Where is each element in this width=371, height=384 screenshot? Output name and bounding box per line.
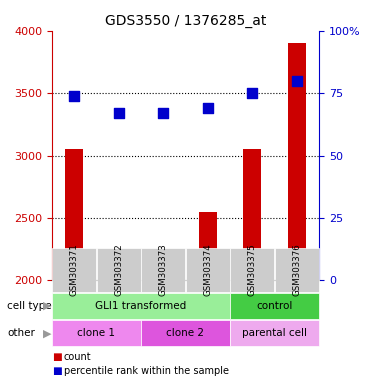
Text: ▶: ▶ (43, 301, 51, 311)
Bar (243, 149, 261, 280)
Text: ■: ■ (52, 352, 62, 362)
Bar (288, 43, 306, 280)
Point (294, 78, 300, 84)
Bar (154, 262, 172, 280)
Text: clone 2: clone 2 (167, 328, 204, 338)
Point (160, 110, 166, 116)
Point (116, 110, 122, 116)
Text: GSM303372: GSM303372 (114, 243, 123, 296)
Text: GSM303375: GSM303375 (248, 243, 257, 296)
Text: GSM303371: GSM303371 (70, 243, 79, 296)
Title: GDS3550 / 1376285_at: GDS3550 / 1376285_at (105, 14, 266, 28)
Text: ▶: ▶ (43, 328, 51, 338)
Text: clone 1: clone 1 (78, 328, 115, 338)
Text: other: other (7, 328, 35, 338)
Bar (65, 149, 83, 280)
Point (71, 93, 77, 99)
Text: GSM303376: GSM303376 (292, 243, 301, 296)
Bar (199, 212, 217, 280)
Text: percentile rank within the sample: percentile rank within the sample (64, 366, 229, 376)
Text: count: count (64, 352, 91, 362)
Text: GLI1 transformed: GLI1 transformed (95, 301, 187, 311)
Bar (110, 268, 128, 280)
Text: GSM303373: GSM303373 (159, 243, 168, 296)
Point (205, 105, 211, 111)
Text: cell type: cell type (7, 301, 52, 311)
Text: control: control (256, 301, 293, 311)
Text: GSM303374: GSM303374 (203, 243, 212, 296)
Text: ■: ■ (52, 366, 62, 376)
Point (249, 90, 255, 96)
Text: parental cell: parental cell (242, 328, 307, 338)
